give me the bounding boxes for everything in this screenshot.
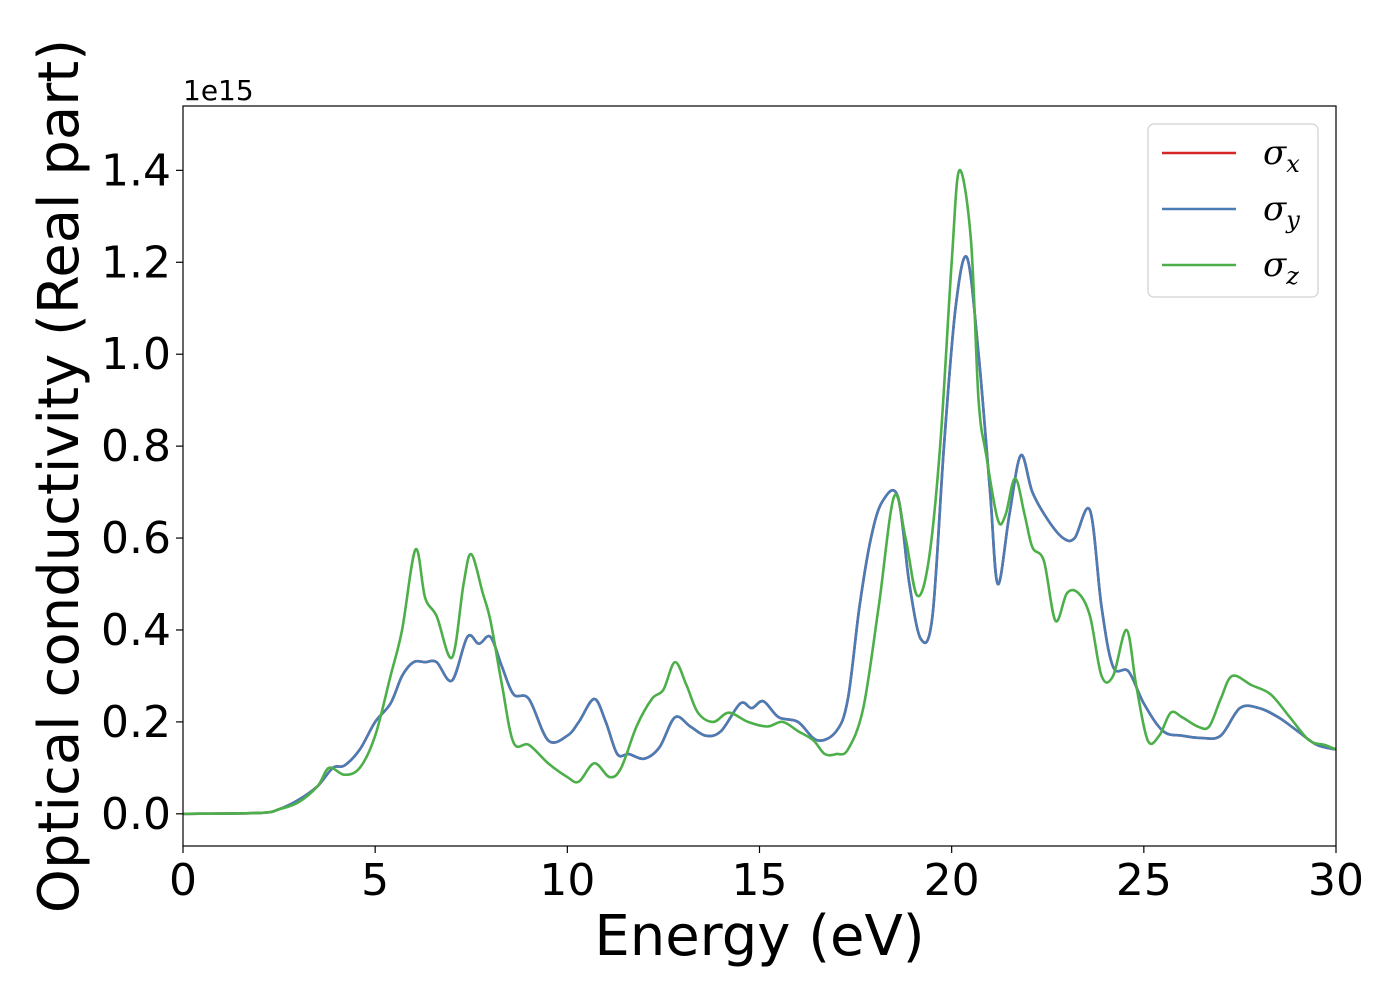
y-tick-label: 0.0 <box>101 789 171 840</box>
y-offset-label: 1e15 <box>183 74 254 107</box>
y-tick-label: 1.4 <box>101 145 171 196</box>
series-line-y <box>182 255 1337 816</box>
x-tick-label: 10 <box>539 855 595 906</box>
legend-label-x: σx <box>1263 133 1300 178</box>
legend-label-z: σz <box>1263 245 1299 290</box>
x-tick-label: 0 <box>169 855 197 906</box>
x-tick-label: 25 <box>1116 855 1172 906</box>
y-tick-label: 1.2 <box>101 237 171 288</box>
series-line-z <box>182 169 1337 816</box>
series-layer <box>182 169 1337 816</box>
y-tick-label: 0.4 <box>101 605 171 656</box>
y-tick-label: 1.0 <box>101 329 171 380</box>
y-tick-label: 0.2 <box>101 697 171 748</box>
y-tick-label: 0.6 <box>101 513 171 564</box>
legend-label-y: σy <box>1263 189 1300 234</box>
x-tick-label: 15 <box>732 855 788 906</box>
y-ticks: 0.0 0.2 0.4 0.6 0.8 1.0 1.2 1.4 <box>101 145 183 840</box>
x-tick-label: 5 <box>361 855 389 906</box>
x-ticks: 0 5 10 15 20 25 30 <box>169 846 1364 906</box>
x-tick-label: 30 <box>1308 855 1364 906</box>
y-tick-label: 0.8 <box>101 421 171 472</box>
legend: σx σy σz <box>1147 123 1319 298</box>
legend-items: σx σy σz <box>1162 133 1300 290</box>
x-tick-label: 20 <box>924 855 980 906</box>
x-axis-title: Energy (eV) <box>594 904 924 969</box>
legend-frame <box>1147 123 1319 298</box>
y-axis-title: Optical conductivity (Real part) <box>27 39 92 913</box>
